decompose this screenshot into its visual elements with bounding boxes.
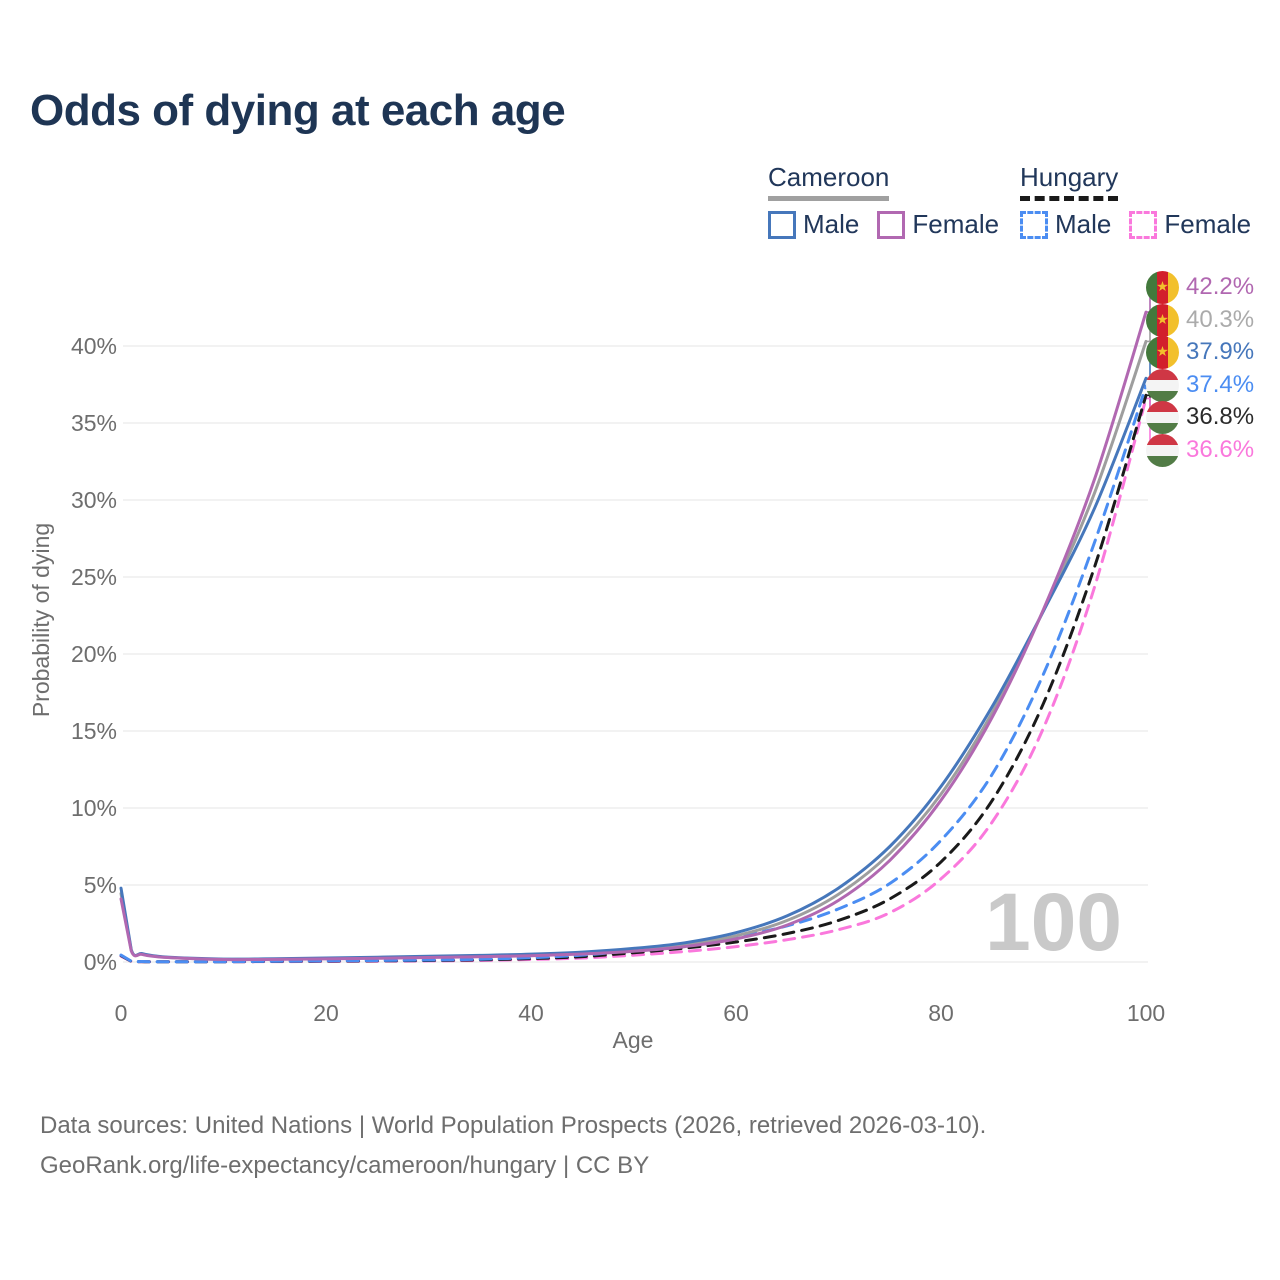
y-tick-label: 30% [71,487,117,513]
legend-item-label: Female [912,209,1000,239]
cameroon-female-line-swatch [877,210,906,239]
series-line-cameroon-both-sexes[interactable] [119,339,1148,961]
footer-attribution: GeoRank.org/life-expectancy/cameroon/hun… [40,1152,650,1179]
series-line-cameroon-female[interactable] [119,310,1148,962]
legend-group-title-hungary[interactable]: Hungary [1020,162,1119,201]
hungary-male-line-swatch [1020,210,1048,239]
x-tick-label: 40 [518,1000,544,1026]
x-axis-title: Age [612,1027,654,1053]
legend-group-name: Cameroon [768,162,890,192]
legend-item-label: Female [1164,209,1252,239]
y-tick-label: 25% [71,564,117,590]
cameroon-solid-line-swatch [768,196,890,201]
legend-item-cameroon-female[interactable]: Female [877,209,999,240]
series-line-hungary-male[interactable] [119,384,1148,964]
series-line-cameroon-male[interactable] [119,376,1148,961]
hungary-female-line-swatch [1129,210,1158,239]
y-tick-label: 35% [71,410,117,436]
end-label-connector [1146,351,1154,380]
legend-item-label: Male [803,209,860,239]
legend-group-hungary: Hungary Male Female [1020,162,1251,240]
legend-item-label: Male [1055,209,1112,239]
end-label-connector [1146,319,1154,343]
y-tick-label: 40% [71,333,117,359]
footer: Data sources: United Nations | World Pop… [40,1106,986,1186]
x-tick-label: 80 [928,1000,954,1026]
x-tick-label: 0 [115,1000,128,1026]
legend-group-title-cameroon[interactable]: Cameroon [768,162,890,201]
age-counter-watermark: 100 [985,877,1122,968]
legend-group-cameroon: Cameroon Male Female [768,162,999,240]
legend-row-cameroon: Male Female [768,209,999,240]
footer-data-sources: Data sources: United Nations | World Pop… [40,1112,987,1139]
page-title: Odds of dying at each age [30,86,566,135]
x-tick-label: 100 [1127,1000,1165,1026]
legend-group-name: Hungary [1020,162,1119,192]
y-tick-label: 15% [71,718,117,744]
cameroon-male-line-swatch [768,210,796,239]
y-tick-label: 5% [84,872,117,898]
y-tick-label: 20% [71,641,117,667]
legend-row-hungary: Male Female [1020,209,1251,240]
legend-item-hungary-male[interactable]: Male [1020,209,1111,240]
y-axis-title: Probability of dying [28,522,54,718]
legend-item-cameroon-male[interactable]: Male [768,209,859,240]
end-label-connector [1146,397,1154,451]
y-tick-label: 0% [84,949,117,975]
end-label-connector [1146,286,1154,313]
x-tick-label: 60 [723,1000,749,1026]
hungary-dashed-line-swatch [1020,196,1119,201]
x-tick-label: 20 [313,1000,339,1026]
legend-item-hungary-female[interactable]: Female [1129,209,1251,240]
y-tick-label: 10% [71,795,117,821]
